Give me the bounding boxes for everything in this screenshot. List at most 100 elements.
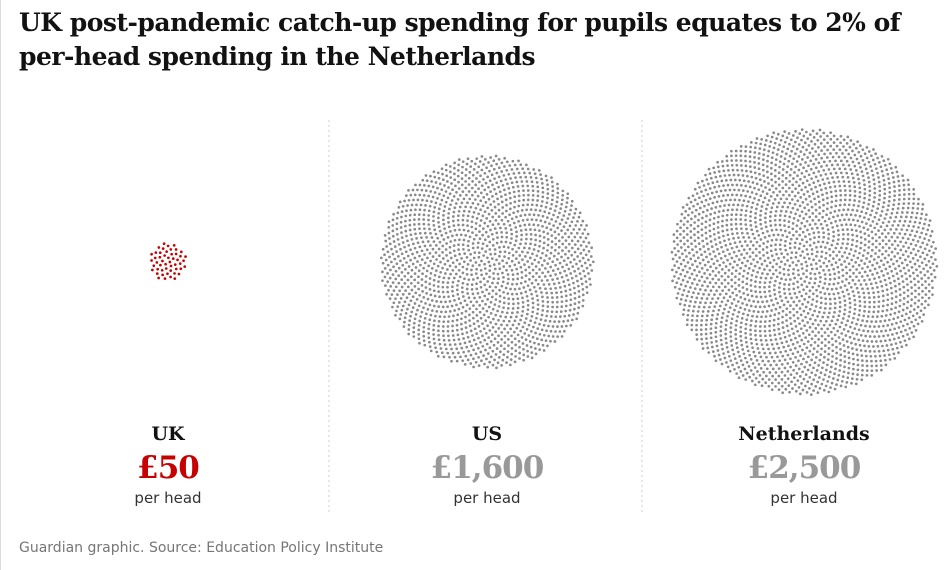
dot [449,203,452,207]
dot [832,235,836,238]
dot [690,318,694,322]
dot [792,217,796,220]
dot [564,289,568,293]
dot [458,194,462,197]
dot [753,166,757,169]
dot [684,299,688,302]
dot [775,275,779,279]
dot [755,254,758,258]
dot [797,386,801,389]
dot [706,208,709,212]
dot [508,191,512,195]
dot [826,201,829,205]
dot [695,328,698,332]
dot [819,222,823,226]
dot [457,214,460,218]
dot [849,168,853,171]
dot [513,195,517,199]
dot [726,258,729,262]
dot [526,167,530,171]
dot [556,215,560,219]
dot [527,265,531,269]
dot [891,207,895,211]
dot [462,295,465,298]
dot [820,341,824,344]
dot [827,375,831,379]
dot [819,245,823,249]
dot [700,233,704,237]
dot [754,329,757,333]
dot [434,244,438,247]
dot [708,197,712,201]
dot [433,228,437,232]
dot [461,290,464,294]
dot [838,148,842,152]
dot [917,286,921,290]
dot [885,288,889,292]
dot [439,347,443,350]
dot [843,251,847,254]
dot [548,222,551,225]
dot [687,213,690,217]
dot [441,250,444,254]
dot [462,337,465,340]
dot [762,174,766,178]
dot [428,287,432,291]
dot [827,168,831,171]
dot [880,154,884,158]
dot [452,215,455,218]
dot [546,196,549,200]
dot [557,233,561,236]
dot [520,208,524,212]
dot [909,242,913,246]
dot [551,305,554,309]
dot [418,319,422,323]
dot [860,259,863,262]
dot [835,151,838,155]
dot [703,250,707,254]
dot [391,229,395,233]
dot [467,176,471,180]
dot [428,251,432,255]
dot [504,227,508,230]
dot [538,229,541,232]
dot [527,323,531,327]
dot [875,261,879,265]
dot [833,311,836,314]
dot [477,165,481,169]
dot [721,289,724,292]
dot [731,266,735,269]
dot [853,223,857,227]
dot [697,305,701,309]
dot [533,258,537,262]
dot [863,300,867,304]
dot [508,207,512,211]
dot [721,267,724,271]
dot [400,210,404,213]
dot [436,285,440,288]
dot [531,193,535,197]
dot [745,277,749,280]
dot [439,260,442,264]
dot [730,246,734,250]
dot [503,156,506,160]
dot [689,223,693,227]
dot [788,310,792,314]
dot [479,199,483,203]
dot [701,310,705,313]
dot [798,374,802,378]
dot [728,306,732,309]
dot [829,221,833,225]
dot [833,277,837,281]
dot [522,347,525,351]
dot [835,383,838,386]
dot [824,246,827,249]
dot [531,301,535,305]
dot [412,321,416,325]
dot [687,309,690,312]
dot [753,354,757,358]
dot [750,175,754,179]
dot [577,295,581,299]
dot [917,280,920,284]
dot [804,130,808,134]
